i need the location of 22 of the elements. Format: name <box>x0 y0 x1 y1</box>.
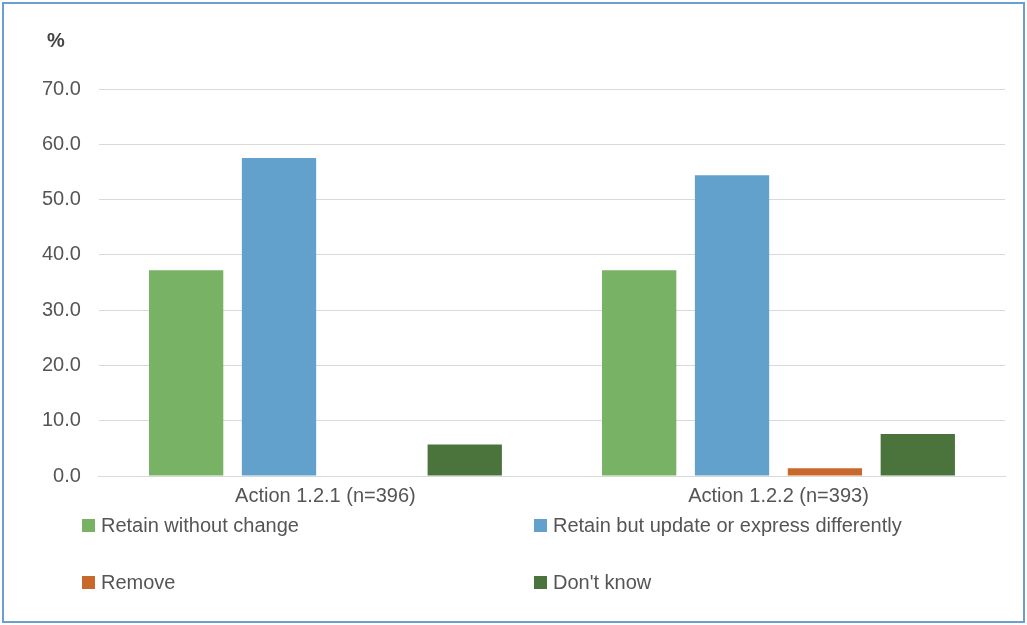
bar <box>241 158 317 476</box>
y-tick-label: 10.0 <box>41 408 81 431</box>
y-tick-label: 60.0 <box>41 131 81 154</box>
bar <box>880 433 955 476</box>
y-tick-label: 70.0 <box>41 76 81 99</box>
y-tick-label: 30.0 <box>41 297 81 320</box>
y-tick-label: 40.0 <box>41 242 81 265</box>
y-tick-label: 50.0 <box>41 187 81 210</box>
x-tick-label: Action 1.2.2 (n=393) <box>688 483 869 506</box>
x-tick-label: Action 1.2.1 (n=396) <box>235 483 416 506</box>
y-tick-label: 0.0 <box>53 463 81 486</box>
bar <box>694 175 770 476</box>
bar <box>148 270 224 476</box>
y-axis-title: % <box>47 28 66 51</box>
y-tick-label: 20.0 <box>41 352 81 375</box>
bar <box>602 270 677 476</box>
bar <box>787 468 863 476</box>
bar <box>427 444 502 476</box>
legend-label: Don't know <box>553 571 652 594</box>
legend-label: Remove <box>101 571 176 594</box>
legend-label: Retain but update or express differently <box>553 514 902 537</box>
legend-label: Retain without change <box>101 514 299 537</box>
